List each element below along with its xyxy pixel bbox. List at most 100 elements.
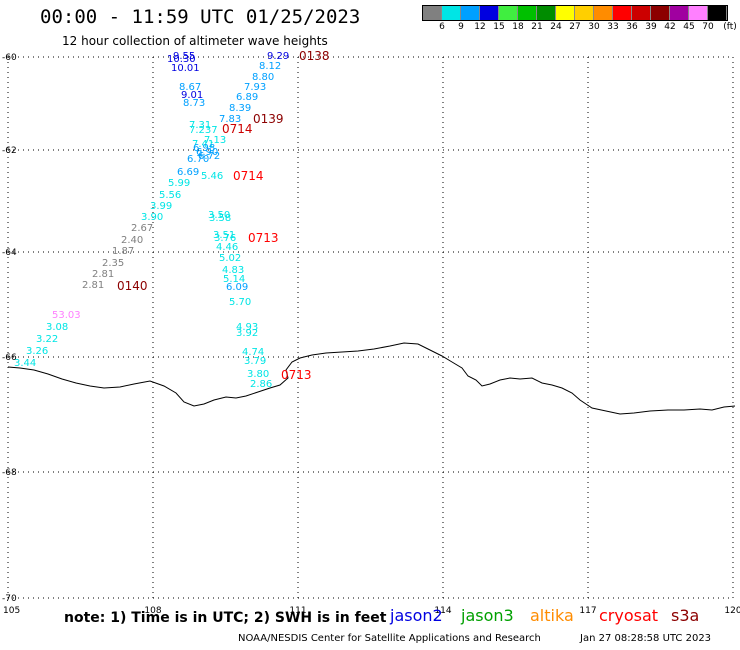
- legend-label: 6: [439, 22, 445, 32]
- pass-time-label: 0713: [248, 231, 279, 245]
- longitude-label: 117: [579, 606, 596, 616]
- wave-height-value: 3.99: [150, 201, 172, 212]
- legend-label: 30: [588, 22, 600, 32]
- latitude-label: -60: [2, 53, 17, 63]
- wave-height-value: 5.56: [159, 190, 181, 201]
- pass-time-label: 0714: [222, 122, 253, 136]
- legend-swatch: [689, 6, 708, 20]
- wave-height-value: 8.73: [183, 98, 205, 109]
- wave-height-value: 5.14: [223, 274, 245, 285]
- legend-label: 21: [531, 22, 543, 32]
- map-title: 00:00 - 11:59 UTC 01/25/2023: [40, 6, 361, 28]
- wave-height-value: 10.01: [171, 63, 200, 74]
- wave-height-value: 3.58: [209, 213, 231, 224]
- longitude-labels: 105 108 111 114 117 120: [3, 606, 740, 616]
- wave-height-value: 7.237: [189, 125, 218, 136]
- latitude-labels: -60 -62 -64 -66 -68 -70: [2, 53, 17, 604]
- legend-label: 24: [550, 22, 562, 32]
- wave-height-value: 3.92: [236, 328, 258, 339]
- wave-height-value: 4.93: [236, 322, 258, 333]
- legend-label: 70: [702, 22, 714, 32]
- wave-height-value: 7.83: [219, 114, 241, 125]
- wave-height-value: 2.67: [131, 223, 153, 234]
- wave-height-value: 3.76: [214, 233, 236, 244]
- wave-height-value: 6.98: [193, 143, 215, 154]
- wave-height-value: 2.81: [92, 269, 114, 280]
- wave-height-value: 4.74: [242, 347, 264, 358]
- wave-height-value: 6.09: [226, 282, 248, 293]
- legend-swatch: [556, 6, 575, 20]
- longitude-label: 114: [434, 606, 451, 616]
- wave-height-value: 3.80: [247, 369, 269, 380]
- pass-time-label: 0714: [233, 169, 264, 183]
- legend-label: 33: [607, 22, 619, 32]
- wave-height-value: 4.83: [222, 265, 244, 276]
- legend-swatch: [442, 6, 461, 20]
- wave-height-value: 2.86: [250, 379, 272, 390]
- wave-height-value: 10.30: [167, 54, 196, 65]
- legend-label: 27: [569, 22, 581, 32]
- wave-height-value: 9.29: [267, 51, 289, 62]
- wave-height-value: 3.22: [36, 334, 58, 345]
- latitude-label: -62: [2, 146, 17, 156]
- longitude-label: 108: [144, 606, 161, 616]
- legend-swatch: [423, 6, 442, 20]
- legend-label: 36: [626, 22, 638, 32]
- wave-height-value: 2.35: [102, 258, 124, 269]
- legend-swatch: [537, 6, 556, 20]
- wave-height-value: 5.99: [168, 178, 190, 189]
- wave-height-value: 1.87: [112, 246, 134, 257]
- wave-height-value: 5.46: [201, 171, 223, 182]
- longitude-label: 120: [724, 606, 740, 616]
- satellite-legend-entry: altika: [530, 606, 574, 625]
- wave-height-value: 2.40: [121, 235, 143, 246]
- antarctic-coastline: [7, 342, 736, 415]
- color-legend: 6 9 12 15 18 21 24 27 30 33 36 39 42 45 70 (ft): [422, 5, 737, 32]
- legend-unit: (ft): [723, 22, 737, 32]
- satellite-legend-entry: jason2: [390, 606, 443, 625]
- wave-height-value: 7.13: [204, 135, 226, 146]
- satellite-legend-entry: jason3: [461, 606, 514, 625]
- wave-height-value: 9.01: [181, 90, 203, 101]
- wave-height-value: 6.89: [236, 92, 258, 103]
- note-text: note: 1) Time is in UTC; 2) SWH is in fe…: [64, 610, 387, 626]
- latitude-label: -66: [2, 353, 17, 363]
- wave-height-value: 3.90: [141, 212, 163, 223]
- footer-timestamp: Jan 27 08:28:58 UTC 2023: [580, 633, 712, 644]
- wave-height-value: 3.26: [26, 346, 48, 357]
- wave-height-value: 5.02: [219, 253, 241, 264]
- wave-height-value: 53.03: [52, 310, 81, 321]
- wave-height-value: 3.44: [14, 358, 36, 369]
- pass-time-label: 0140: [117, 279, 148, 293]
- legend-swatch: [461, 6, 480, 20]
- wave-height-value: 5.70: [229, 297, 251, 308]
- legend-label: 45: [683, 22, 695, 32]
- legend-label: 18: [512, 22, 524, 32]
- legend-swatch: [670, 6, 689, 20]
- wave-height-value: 7.31: [189, 120, 211, 131]
- legend-swatch: [651, 6, 670, 20]
- map-subtitle: 12 hour collection of altimeter wave hei…: [62, 34, 328, 48]
- footer-credit: NOAA/NESDIS Center for Satellite Applica…: [238, 633, 541, 644]
- latitude-label: -64: [2, 248, 17, 258]
- wave-height-value: 3.51: [213, 230, 235, 241]
- legend-swatch: [594, 6, 613, 20]
- pass-time-label: 0139: [253, 112, 284, 126]
- legend-swatch: [575, 6, 594, 20]
- wave-height-value: 3.50: [208, 210, 230, 221]
- wave-height-value: 8.80: [252, 72, 274, 83]
- legend-label: 15: [493, 22, 505, 32]
- wave-height-value: 6.69: [177, 167, 199, 178]
- wave-height-value: 8.67: [179, 82, 201, 93]
- wave-height-value: 6.90: [196, 147, 218, 158]
- longitude-label: 105: [3, 606, 20, 616]
- wave-height-value: 4.46: [216, 242, 238, 253]
- wave-height-value: 9.55: [173, 51, 195, 62]
- legend-label: 42: [664, 22, 676, 32]
- wave-height-value: 2.81: [82, 280, 104, 291]
- pass-time-label: 0713: [281, 368, 312, 382]
- legend-label: 12: [474, 22, 486, 32]
- legend-swatch: [480, 6, 499, 20]
